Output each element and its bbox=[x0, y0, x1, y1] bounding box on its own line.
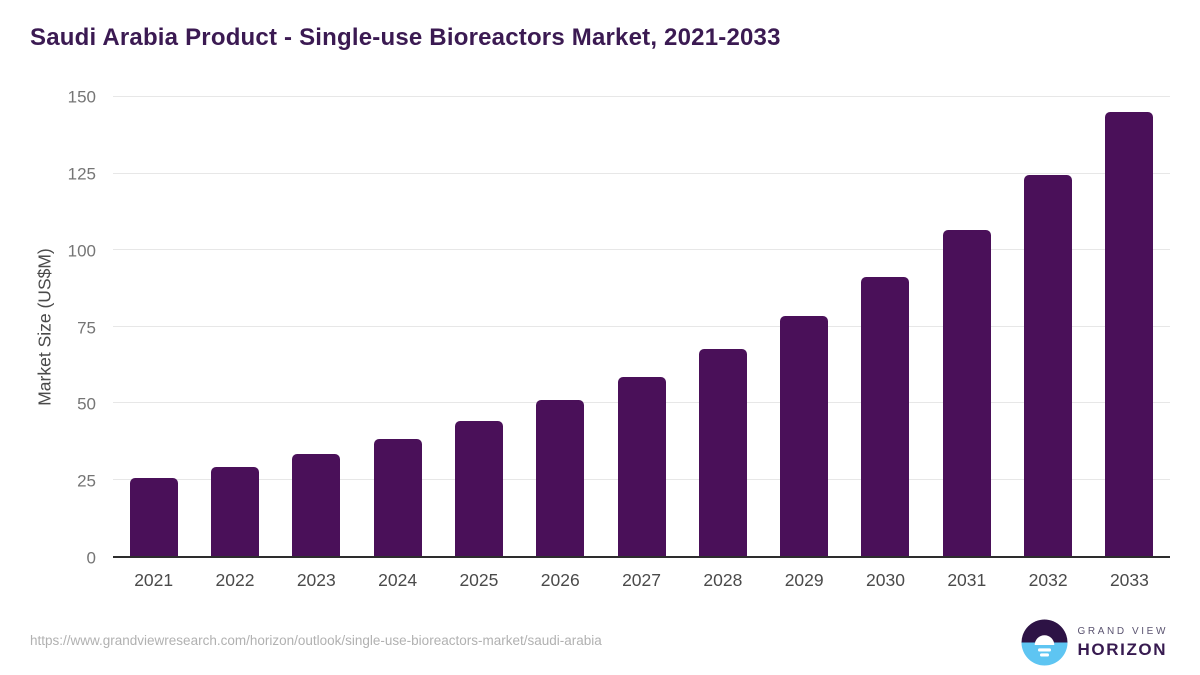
x-tick-label-2022: 2022 bbox=[215, 570, 255, 590]
chart-title: Saudi Arabia Product - Single-use Biorea… bbox=[30, 24, 781, 51]
x-tick-label-2029: 2029 bbox=[784, 570, 824, 590]
source-url: https://www.grandviewresearch.com/horizo… bbox=[30, 633, 602, 648]
bar-slot-2026 bbox=[520, 97, 601, 556]
x-tick-label-2033: 2033 bbox=[1109, 570, 1149, 590]
brand-text: GRAND VIEW HORIZON bbox=[1077, 626, 1168, 659]
y-tick-label-100: 100 bbox=[67, 241, 96, 261]
x-tick-label-2031: 2031 bbox=[947, 570, 987, 590]
x-tick-label-2027: 2027 bbox=[622, 570, 661, 590]
bar-2029 bbox=[780, 316, 829, 556]
brand-name-top: GRAND VIEW bbox=[1077, 626, 1168, 637]
bar-slot-2031 bbox=[926, 97, 1007, 556]
x-tick-label-2024: 2024 bbox=[378, 570, 418, 590]
bar-slot-2032 bbox=[1007, 97, 1088, 556]
bar-2021 bbox=[129, 477, 178, 556]
bar-2025 bbox=[454, 420, 503, 556]
brand-logo: GRAND VIEW HORIZON bbox=[1021, 619, 1168, 666]
x-tick-label-2025: 2025 bbox=[459, 570, 499, 590]
y-tick-label-125: 125 bbox=[67, 164, 96, 184]
bar-2030 bbox=[861, 276, 910, 556]
y-tick-label-0: 0 bbox=[86, 548, 96, 568]
bar-2031 bbox=[942, 230, 991, 556]
bar-slot-2022 bbox=[194, 97, 275, 556]
brand-name-bottom: HORIZON bbox=[1077, 640, 1168, 659]
x-axis-labels: 2021 2022 2023 2024 2025 2026 2027 2028 2029 2030… bbox=[113, 570, 1170, 591]
bar-slot-2021 bbox=[113, 97, 194, 556]
y-axis-ticks: 0 25 50 75 100 125 150 bbox=[0, 89, 96, 567]
bar-2028 bbox=[698, 349, 747, 556]
bar-slot-2027 bbox=[601, 97, 682, 556]
bar-2033 bbox=[1105, 111, 1154, 556]
x-tick-label-2032: 2032 bbox=[1028, 570, 1068, 590]
bar-slot-2033 bbox=[1089, 97, 1170, 556]
bar-slot-2025 bbox=[438, 97, 519, 556]
horizon-sunrise-icon bbox=[1021, 619, 1068, 666]
bar-slot-2029 bbox=[764, 97, 845, 556]
plot-area bbox=[113, 96, 1170, 558]
x-tick-label-2028: 2028 bbox=[703, 570, 743, 590]
gridline-150 bbox=[113, 96, 1170, 97]
y-tick-label-25: 25 bbox=[77, 471, 96, 491]
y-tick-label-75: 75 bbox=[77, 318, 96, 337]
gridline-75 bbox=[113, 325, 1170, 327]
y-tick-label-50: 50 bbox=[77, 394, 96, 414]
x-tick-label-2021: 2021 bbox=[134, 570, 174, 590]
y-tick-label-150: 150 bbox=[67, 87, 96, 107]
bar-slot-2024 bbox=[357, 97, 438, 556]
gridline-100 bbox=[113, 249, 1170, 251]
bar-2022 bbox=[210, 466, 259, 556]
bar-2026 bbox=[536, 400, 585, 556]
gridline-125 bbox=[113, 172, 1170, 174]
bar-slot-2030 bbox=[845, 97, 926, 556]
bars bbox=[113, 97, 1170, 556]
bar-slot-2023 bbox=[276, 97, 357, 556]
x-tick-label-2023: 2023 bbox=[296, 570, 336, 590]
bar-2032 bbox=[1024, 175, 1073, 556]
x-tick-label-2026: 2026 bbox=[540, 570, 580, 590]
bar-2024 bbox=[373, 438, 422, 556]
bar-2023 bbox=[292, 453, 341, 556]
x-tick-label-2030: 2030 bbox=[866, 570, 905, 590]
bar-2027 bbox=[617, 377, 666, 556]
bar-slot-2028 bbox=[682, 97, 763, 556]
